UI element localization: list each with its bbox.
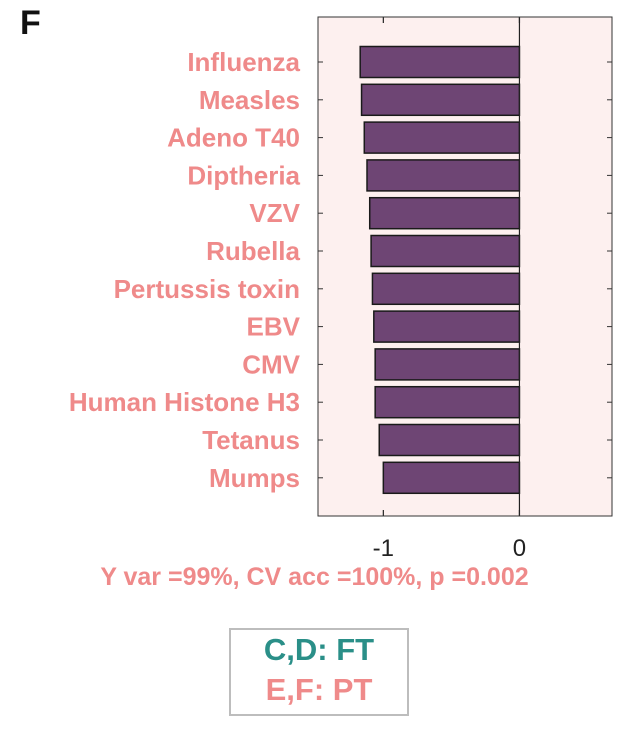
legend-ft: C,D: FT bbox=[263, 632, 375, 667]
bar-chart: -1 0 Influenza Measles Adeno T40 Diptheria VZ… bbox=[69, 16, 613, 560]
category-label: Mumps bbox=[209, 463, 300, 493]
stats-caption: Y var =99%, CV acc =100%, p =0.002 bbox=[100, 563, 529, 591]
bar-measles bbox=[360, 83, 521, 117]
category-label: VZV bbox=[249, 198, 300, 228]
category-label: Adeno T40 bbox=[167, 123, 300, 153]
legend-box: C,D: FT E,F: PT bbox=[229, 628, 409, 716]
legend-pt: E,F: PT bbox=[265, 672, 373, 707]
bar-ebv bbox=[373, 310, 521, 343]
category-label: EBV bbox=[247, 312, 301, 342]
ticks-group: -1 0 bbox=[318, 17, 612, 560]
bar-diptheria bbox=[366, 159, 521, 192]
category-label: Diptheria bbox=[187, 160, 300, 190]
category-label: Measles bbox=[199, 85, 300, 115]
bar-tetanus bbox=[378, 423, 521, 457]
bar-adeno-t40 bbox=[363, 121, 521, 154]
bar-pertussis-toxin bbox=[371, 272, 521, 306]
category-label: Influenza bbox=[187, 47, 300, 77]
category-label: Human Histone H3 bbox=[69, 387, 300, 417]
category-label: Pertussis toxin bbox=[114, 274, 300, 304]
category-label: Rubella bbox=[206, 236, 300, 266]
panel-label: F bbox=[20, 4, 41, 42]
category-labels: Influenza Measles Adeno T40 Diptheria VZV Rub… bbox=[69, 47, 301, 493]
x-tick-label: 0 bbox=[513, 535, 526, 560]
bar-mumps bbox=[382, 461, 521, 495]
plot-frame bbox=[317, 16, 613, 517]
bar-cmv bbox=[374, 348, 521, 381]
bar-rubella bbox=[370, 234, 521, 268]
bar-vzv bbox=[368, 196, 521, 230]
category-label: Tetanus bbox=[202, 425, 300, 455]
bar-human-histone-h3 bbox=[374, 385, 521, 419]
category-label: CMV bbox=[242, 349, 300, 379]
bar-influenza bbox=[359, 45, 521, 79]
x-tick-label: -1 bbox=[373, 535, 394, 560]
